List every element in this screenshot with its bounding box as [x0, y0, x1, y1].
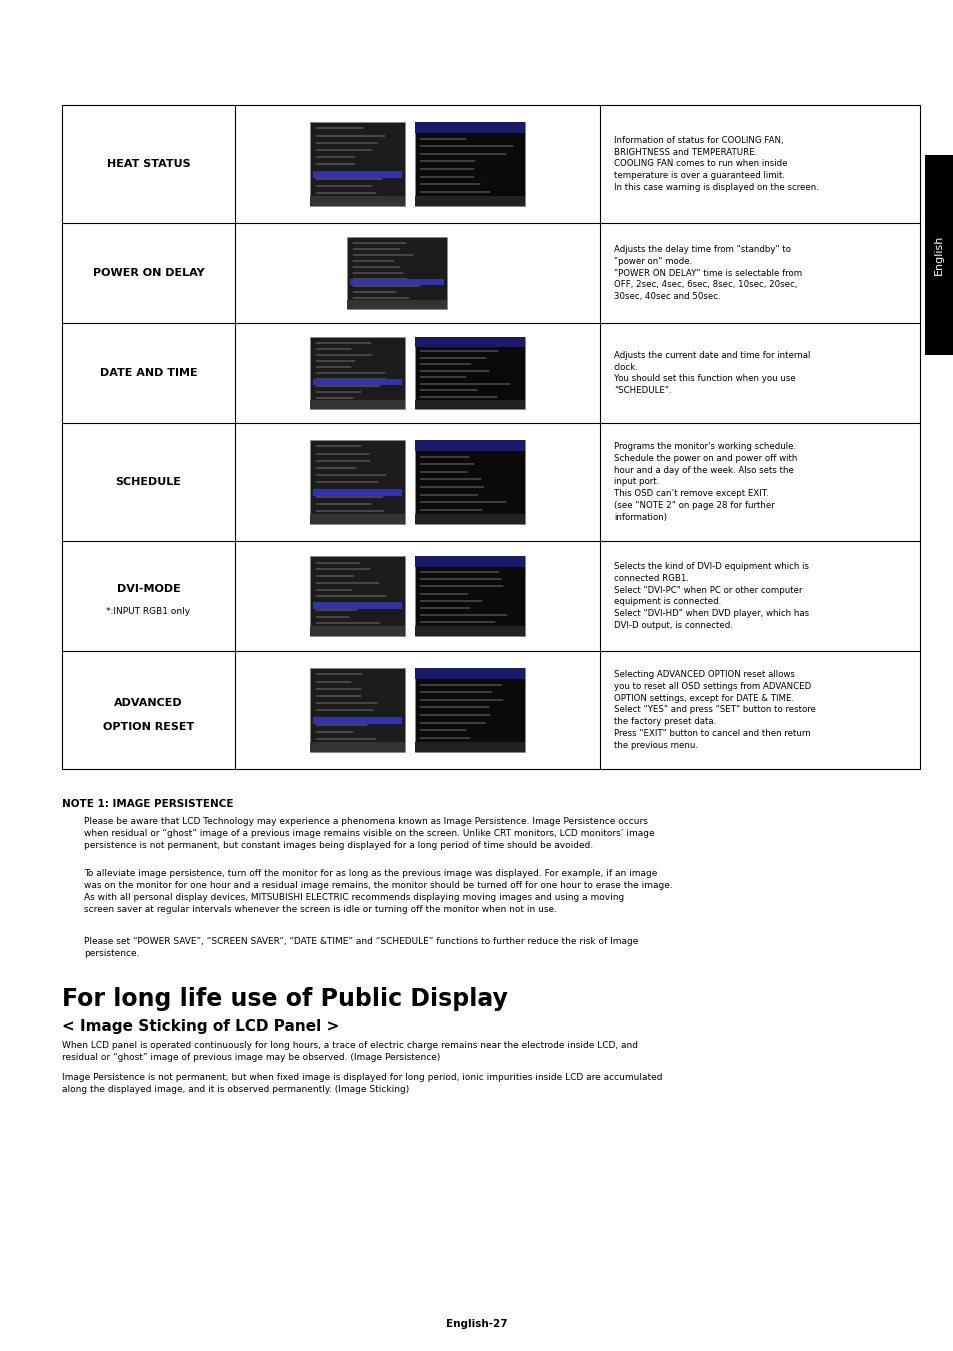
Text: DVI-MODE: DVI-MODE: [116, 585, 180, 594]
Bar: [313, 603, 402, 609]
Bar: [62, 105, 919, 769]
Bar: [415, 400, 524, 409]
Bar: [310, 557, 405, 635]
Bar: [415, 122, 524, 134]
Bar: [310, 667, 405, 753]
Bar: [415, 626, 524, 635]
Bar: [310, 122, 405, 207]
Bar: [313, 378, 402, 385]
Text: HEAT STATUS: HEAT STATUS: [107, 159, 190, 169]
Bar: [415, 557, 524, 567]
Bar: [313, 170, 402, 178]
Bar: [924, 155, 952, 355]
Bar: [415, 196, 524, 207]
Text: English-27: English-27: [446, 1319, 507, 1329]
Bar: [415, 336, 524, 347]
Bar: [310, 196, 405, 207]
Bar: [415, 667, 524, 680]
Text: NOTE 1: IMAGE PERSISTENCE: NOTE 1: IMAGE PERSISTENCE: [62, 798, 233, 809]
Bar: [415, 557, 524, 635]
Bar: [310, 336, 405, 409]
Bar: [350, 278, 444, 285]
Bar: [313, 489, 402, 496]
Text: ADVANCED: ADVANCED: [114, 698, 183, 708]
Bar: [310, 439, 405, 524]
Bar: [415, 122, 524, 207]
Bar: [415, 667, 524, 753]
Bar: [415, 439, 524, 451]
Text: Please set “POWER SAVE”, “SCREEN SAVER”, “DATE &TIME” and “SCHEDULE” functions t: Please set “POWER SAVE”, “SCREEN SAVER”,…: [84, 938, 638, 958]
Text: SCHEDULE: SCHEDULE: [115, 477, 181, 486]
Text: POWER ON DELAY: POWER ON DELAY: [92, 267, 204, 278]
Text: For long life use of Public Display: For long life use of Public Display: [62, 988, 507, 1011]
Text: DATE AND TIME: DATE AND TIME: [99, 367, 197, 378]
Bar: [415, 742, 524, 753]
Text: Image Persistence is not permanent, but when fixed image is displayed for long p: Image Persistence is not permanent, but …: [62, 1073, 661, 1094]
Text: To alleviate image persistence, turn off the monitor for as long as the previous: To alleviate image persistence, turn off…: [84, 869, 672, 915]
Text: When LCD panel is operated continuously for long hours, a trace of electric char: When LCD panel is operated continuously …: [62, 1042, 638, 1062]
Bar: [313, 717, 402, 724]
Bar: [310, 515, 405, 524]
Bar: [310, 626, 405, 635]
Text: Selects the kind of DVI-D equipment which is
connected RGB1.
Select "DVI-PC" whe: Selects the kind of DVI-D equipment whic…: [614, 562, 808, 630]
Bar: [415, 439, 524, 524]
Text: Adjusts the delay time from "standby" to
"power on" mode.
"POWER ON DELAY" time : Adjusts the delay time from "standby" to…: [614, 245, 801, 301]
Bar: [310, 400, 405, 409]
Bar: [347, 236, 447, 309]
Text: Programs the monitor's working schedule.
Schedule the power on and power off wit: Programs the monitor's working schedule.…: [614, 442, 797, 521]
Text: < Image Sticking of LCD Panel >: < Image Sticking of LCD Panel >: [62, 1019, 339, 1034]
Text: Selecting ADVANCED OPTION reset allows
you to reset all OSD settings from ADVANC: Selecting ADVANCED OPTION reset allows y…: [614, 670, 815, 750]
Text: Information of status for COOLING FAN,
BRIGHTNESS and TEMPERATURE.
COOLING FAN c: Information of status for COOLING FAN, B…: [614, 136, 818, 192]
Text: Please be aware that LCD Technology may experience a phenomena known as Image Pe: Please be aware that LCD Technology may …: [84, 817, 654, 850]
Text: OPTION RESET: OPTION RESET: [103, 721, 193, 732]
Text: Adjusts the current date and time for internal
clock.
You should set this functi: Adjusts the current date and time for in…: [614, 351, 809, 396]
Text: *:INPUT RGB1 only: *:INPUT RGB1 only: [107, 608, 191, 616]
Text: English: English: [933, 235, 943, 276]
Bar: [415, 336, 524, 409]
Bar: [347, 300, 447, 309]
Bar: [310, 742, 405, 753]
Bar: [415, 515, 524, 524]
